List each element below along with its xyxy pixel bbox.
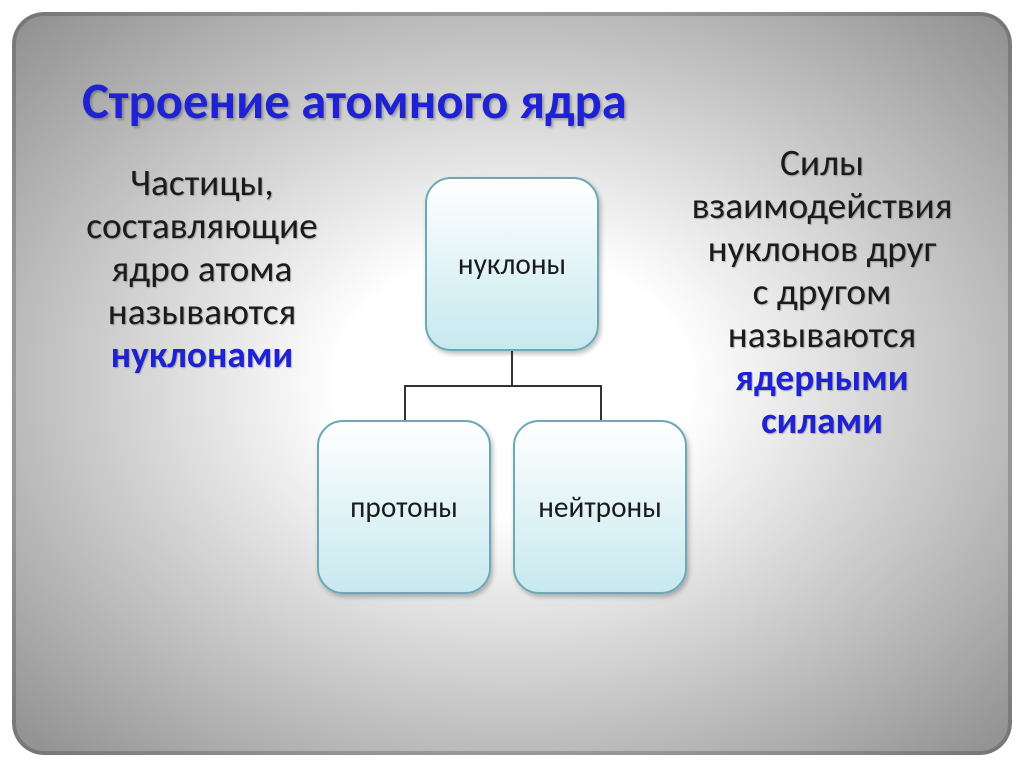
slide-frame: Строение атомного ядра Частицы,составляю… <box>12 12 1012 755</box>
left-text-lines: Частицы,составляющиеядро атоманазываются <box>86 160 318 335</box>
nucleon-tree-diagram: нуклоны протонынейтроны <box>317 177 707 597</box>
tree-node-root: нуклоны <box>425 177 599 351</box>
tree-connector <box>404 385 602 387</box>
tree-connector <box>600 385 602 420</box>
left-text-accent: нуклонами <box>111 332 293 378</box>
tree-node-p: протоны <box>317 420 491 594</box>
left-text-block: Частицы,составляющиеядро атоманазываются… <box>52 162 352 377</box>
right-text-lines: Силывзаимодействиянуклонов другс другомн… <box>692 140 953 358</box>
tree-connector <box>404 385 406 420</box>
right-text-accent: ядерными силами <box>735 355 908 444</box>
tree-connector <box>511 351 513 387</box>
tree-node-n: нейтроны <box>513 420 687 594</box>
slide-title: Строение атомного ядра <box>82 70 627 132</box>
right-text-block: Силывзаимодействиянуклонов другс другомн… <box>672 142 972 442</box>
